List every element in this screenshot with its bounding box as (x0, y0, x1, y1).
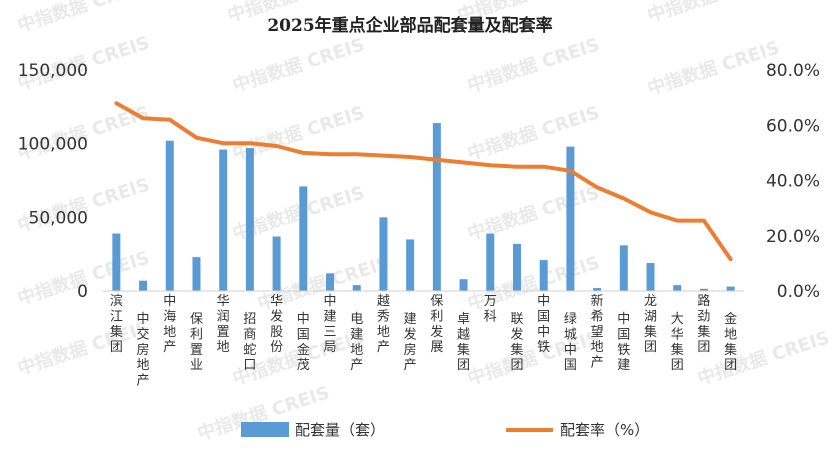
category-label: 中国金茂 (297, 312, 310, 373)
bar (139, 280, 148, 291)
bar (219, 149, 228, 291)
left-y-axis: 0 50,000 100,000 150,000 (18, 61, 88, 302)
category-label: 金地集团 (724, 311, 737, 373)
right-axis-tick-label: 0.0% (777, 282, 820, 302)
category-label: 卓越集团 (457, 312, 470, 373)
bar (406, 239, 415, 291)
category-label: 中国中铁 (537, 294, 550, 355)
bar (459, 279, 468, 291)
category-label: 万科 (484, 294, 497, 324)
watermark-text: 中指数据 CREIS (645, 36, 782, 99)
bar (673, 285, 682, 291)
category-label: 龙湖集团 (644, 294, 657, 355)
left-axis-tick-label: 0 (77, 282, 88, 302)
category-label: 新希望地产 (591, 293, 604, 371)
bar (699, 288, 708, 291)
legend: 配套量（套） 配套率（%） (241, 421, 649, 439)
category-label: 招商蛇口 (243, 312, 256, 373)
category-label: 中交房地产 (137, 312, 150, 389)
watermark-text: 中指数据 CREIS (645, 0, 782, 27)
right-axis-tick-label: 60.0% (766, 116, 820, 136)
watermark-text: 中指数据 CREIS (15, 0, 152, 37)
bar (165, 140, 174, 291)
bar (646, 263, 655, 291)
chart-title: 2025年重点企业部品配套量及配套率 (267, 15, 552, 36)
bar (486, 233, 495, 291)
category-label: 中建三局 (324, 294, 337, 355)
rate-line-series (114, 101, 733, 262)
watermark-text: 中指数据 CREIS (465, 33, 602, 96)
category-label: 保利发展 (430, 294, 443, 355)
category-label: 建发房产 (404, 312, 417, 373)
bar (566, 146, 575, 291)
bar (299, 186, 308, 291)
watermark-text: 中指数据 CREIS (695, 326, 832, 389)
category-label: 大华集团 (671, 312, 684, 373)
right-axis-tick-label: 20.0% (766, 227, 820, 247)
watermark-text: 中指数据 CREIS (465, 181, 602, 244)
bar (272, 236, 281, 291)
right-y-axis: 0.0% 20.0% 40.0% 60.0% 80.0% (766, 61, 820, 302)
right-axis-tick-label: 80.0% (766, 61, 820, 81)
watermark-text: 中指数据 CREIS (465, 101, 602, 164)
bar (432, 123, 441, 291)
bar (726, 286, 735, 291)
bar (379, 217, 388, 291)
category-label: 滨江集团 (110, 293, 123, 355)
bar-series (112, 123, 735, 291)
left-axis-tick-label: 150,000 (18, 61, 88, 81)
bar (352, 285, 361, 291)
bar (593, 288, 602, 291)
category-label: 中海地产 (163, 294, 176, 355)
category-label: 联发集团 (510, 312, 523, 373)
left-axis-tick-label: 100,000 (18, 135, 88, 155)
left-axis-tick-label: 50,000 (29, 208, 88, 228)
bar (112, 233, 121, 291)
legend-line-label: 配套率（%） (560, 421, 649, 439)
category-label: 华润置地 (217, 294, 230, 355)
category-label: 保利置业 (190, 312, 203, 373)
bar (245, 148, 254, 291)
category-label: 电建地产 (350, 312, 363, 373)
category-label: 绿城中国 (564, 312, 577, 373)
watermark-text: 中指数据 CREIS (15, 316, 152, 379)
bar (539, 260, 548, 291)
legend-bar-label: 配套量（套） (295, 421, 385, 439)
category-label: 越秀地产 (377, 294, 390, 355)
bar (512, 243, 521, 291)
watermark-text: 中指数据 CREIS (465, 326, 602, 389)
right-axis-tick-label: 40.0% (766, 172, 820, 192)
watermark-text: 中指数据 CREIS (230, 33, 367, 96)
category-label: 华发股份 (270, 294, 283, 355)
bar (619, 245, 628, 291)
legend-bar-swatch (241, 422, 289, 437)
category-label: 中国铁建 (617, 312, 630, 373)
bar (192, 257, 201, 291)
bar (326, 273, 335, 291)
category-label: 路劲集团 (697, 293, 710, 355)
